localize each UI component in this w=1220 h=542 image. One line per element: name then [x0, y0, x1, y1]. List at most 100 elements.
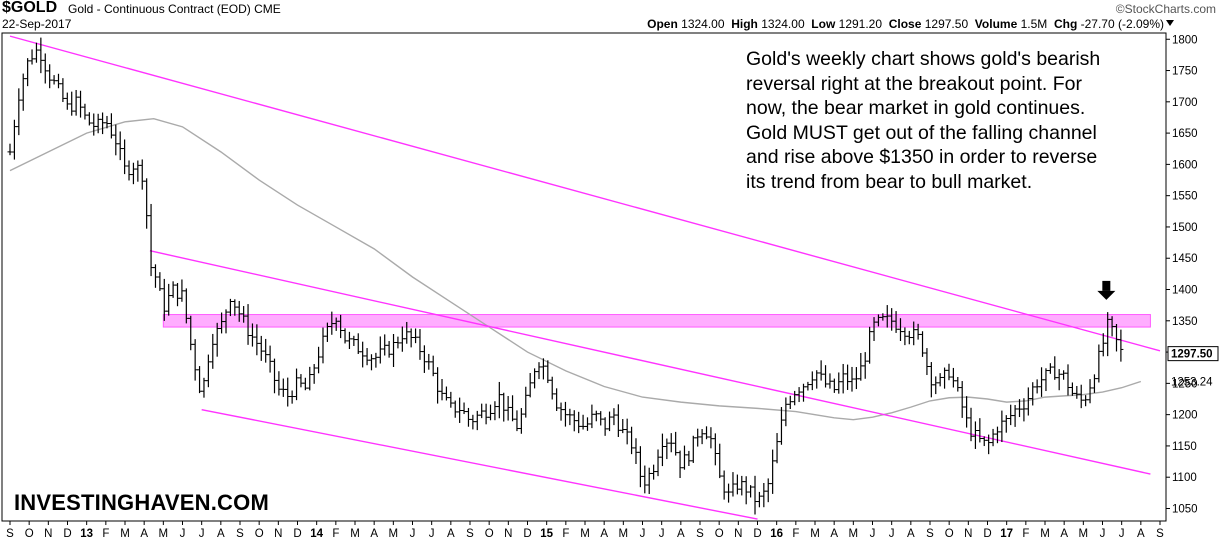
- volume-value: 1.5M: [1020, 17, 1048, 31]
- watermark: INVESTINGHAVEN.COM: [14, 490, 269, 515]
- x-tick-label: A: [830, 528, 838, 540]
- x-tick-label: M: [389, 528, 399, 540]
- x-tick-label: N: [274, 528, 282, 540]
- last-price-box: [1167, 346, 1219, 362]
- x-tick-label: N: [504, 528, 512, 540]
- y-tick-label: 1150: [1172, 441, 1197, 453]
- x-tick-label: D: [293, 528, 301, 540]
- x-tick-label: A: [217, 528, 225, 540]
- instrument-name: Gold - Continuous Contract (EOD): [68, 2, 251, 16]
- x-tick-label: A: [600, 528, 608, 540]
- high-label: High: [731, 17, 758, 31]
- ohlc-summary: Open 1324.00 High 1324.00 Low 1291.20 Cl…: [647, 17, 1164, 31]
- exchange-label: CME: [254, 2, 281, 16]
- x-tick-label: J: [1100, 528, 1106, 540]
- trendline: [201, 408, 758, 520]
- down-arrow-icon: [1102, 280, 1111, 291]
- x-tick-label: M: [619, 528, 629, 540]
- x-tick-label: J: [180, 528, 186, 540]
- x-tick-label: M: [159, 528, 169, 540]
- y-tick-label: 1450: [1172, 253, 1198, 265]
- y-tick-label: 1200: [1172, 410, 1198, 422]
- x-tick-label: 17: [1000, 528, 1013, 540]
- x-tick-label: A: [907, 528, 915, 540]
- annotation-line: Gold MUST get out of the falling channel: [746, 121, 1097, 144]
- x-tick-label: F: [792, 528, 799, 540]
- x-tick-label: M: [580, 528, 590, 540]
- x-tick-label: N: [44, 528, 52, 540]
- x-tick-label: M: [1040, 528, 1050, 540]
- x-tick-label: J: [640, 528, 646, 540]
- x-tick-label: D: [753, 528, 761, 540]
- chg-label: Chg: [1053, 17, 1078, 31]
- x-tick-label: F: [1022, 528, 1029, 540]
- x-tick-label: J: [1119, 528, 1125, 540]
- x-tick-label: 16: [770, 528, 783, 540]
- plot-frame: [1, 32, 1167, 522]
- x-tick-label: M: [350, 528, 360, 540]
- x-tick-label: S: [466, 528, 474, 540]
- x-tick-label: J: [870, 528, 876, 540]
- dropdown-triangle-icon[interactable]: [1166, 20, 1174, 26]
- x-tick-label: N: [964, 528, 972, 540]
- x-tick-label: A: [140, 528, 148, 540]
- y-tick-label: 1550: [1172, 191, 1198, 203]
- close-label: Close: [888, 17, 922, 31]
- x-tick-label: J: [659, 528, 665, 540]
- brand-label: ©StockCharts.com: [1115, 2, 1216, 16]
- y-tick-label: 1650: [1172, 128, 1198, 140]
- annotation-line: and rise above $1350 in order to reverse: [746, 146, 1098, 168]
- x-tick-label: F: [332, 528, 339, 540]
- x-tick-label: A: [1137, 528, 1145, 540]
- y-tick-label: 1750: [1172, 66, 1198, 78]
- resistance-band: [162, 314, 1151, 328]
- chart-date: 22-Sep-2017: [2, 17, 72, 31]
- x-tick-label: A: [370, 528, 378, 540]
- trendline: [149, 250, 1151, 475]
- x-tick-label: 14: [310, 528, 323, 540]
- y-tick-label: 1050: [1172, 503, 1198, 515]
- x-tick-label: O: [485, 528, 494, 540]
- y-tick-label: 1100: [1172, 472, 1197, 484]
- x-tick-label: M: [810, 528, 820, 540]
- x-tick-label: O: [25, 528, 34, 540]
- open-label: Open: [647, 17, 678, 31]
- x-tick-label: S: [6, 528, 14, 540]
- high-value: 1324.00: [761, 17, 805, 31]
- trendline: [9, 35, 1161, 352]
- x-tick-label: A: [1060, 528, 1068, 540]
- x-tick-label: S: [696, 528, 704, 540]
- x-tick-label: O: [945, 528, 954, 540]
- x-tick-label: J: [889, 528, 895, 540]
- volume-label: Volume: [974, 17, 1018, 31]
- y-tick-label: 1350: [1172, 316, 1198, 328]
- y-tick-label: 1250: [1172, 378, 1198, 390]
- last-price-label: 1297.50: [1171, 349, 1213, 361]
- x-tick-label: S: [926, 528, 934, 540]
- x-tick-label: 15: [540, 528, 553, 540]
- x-tick-label: J: [199, 528, 205, 540]
- x-tick-label: M: [1079, 528, 1089, 540]
- moving-average-line: [9, 118, 1142, 421]
- chart-symbol: $GOLD: [2, 0, 58, 16]
- close-value: 1297.50: [924, 17, 969, 31]
- low-value: 1291.20: [838, 17, 883, 31]
- annotation-line: Gold's weekly chart shows gold's bearish: [746, 48, 1101, 70]
- annotation-line: reversal right at the breakout point. Fo…: [746, 72, 1083, 95]
- x-tick-label: D: [983, 528, 991, 540]
- annotation-line: its trend from bear to bull market.: [746, 170, 1033, 193]
- x-tick-label: M: [120, 528, 130, 540]
- y-tick-label: 1600: [1172, 159, 1198, 171]
- x-tick-label: A: [677, 528, 685, 540]
- x-tick-label: F: [102, 528, 109, 540]
- x-tick-label: A: [447, 528, 455, 540]
- x-tick-label: O: [255, 528, 264, 540]
- open-value: 1324.00: [681, 17, 725, 31]
- x-tick-label: J: [410, 528, 416, 540]
- down-arrow-icon-head: [1097, 290, 1116, 300]
- x-tick-label: D: [523, 528, 531, 540]
- low-label: Low: [811, 17, 836, 31]
- y-tick-label: 1700: [1172, 97, 1198, 109]
